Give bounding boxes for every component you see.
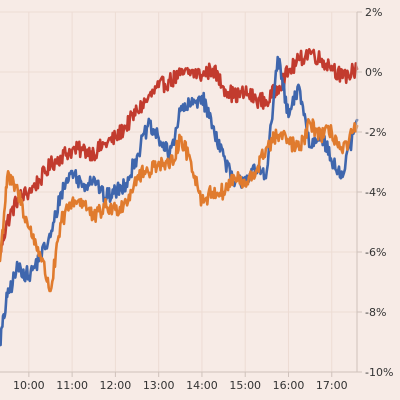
x-tick-label: 14:00 [186, 379, 218, 392]
y-tick-label: 2% [365, 6, 382, 19]
series-line-1 [0, 48, 359, 254]
y-tick-label: -4% [365, 186, 386, 199]
series-line-2 [0, 55, 359, 347]
x-tick-label: 17:00 [316, 379, 348, 392]
x-tick-label: 11:00 [56, 379, 88, 392]
y-tick-label: -2% [365, 126, 386, 139]
x-tick-label: 13:00 [143, 379, 175, 392]
x-axis: 10:00 11:00 12:00 13:00 14:00 15:00 16:00 17:00 [0, 371, 357, 392]
series-layer [0, 48, 359, 347]
y-tick-label: -10% [365, 366, 393, 379]
y-tick-label: 0% [365, 66, 382, 79]
x-tick-label: 10:00 [13, 379, 45, 392]
series-line-3 [0, 118, 359, 293]
y-tick-label: -8% [365, 306, 386, 319]
x-tick-label: 12:00 [100, 379, 132, 392]
y-axis: 2% 0% -2% -4% -6% -8% -10% [356, 6, 393, 379]
x-tick-label: 15:00 [229, 379, 261, 392]
y-tick-label: -6% [365, 246, 386, 259]
x-tick-label: 16:00 [273, 379, 305, 392]
